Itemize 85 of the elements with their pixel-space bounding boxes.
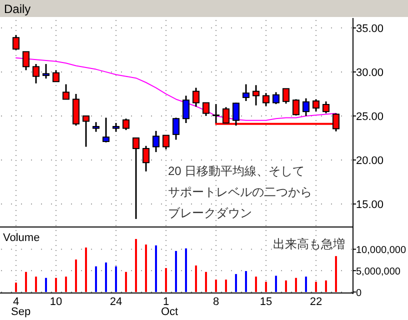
annotation: 出来高も急増 bbox=[273, 237, 345, 251]
candlestick bbox=[212, 103, 220, 124]
bar bbox=[305, 276, 307, 292]
x-tick-label: 15 bbox=[260, 296, 272, 308]
bar bbox=[25, 272, 27, 292]
candlestick bbox=[92, 121, 100, 133]
bar bbox=[45, 278, 47, 292]
chart-title: Volume bbox=[3, 232, 40, 244]
candlestick bbox=[242, 84, 250, 102]
bar bbox=[315, 282, 317, 292]
text: Sep bbox=[11, 306, 31, 318]
candlestick bbox=[182, 94, 190, 124]
candlestick bbox=[232, 102, 240, 126]
candlestick bbox=[202, 102, 210, 117]
candlestick bbox=[152, 130, 160, 153]
bar bbox=[165, 268, 167, 292]
bar bbox=[245, 271, 247, 292]
candlestick bbox=[172, 116, 180, 140]
bar bbox=[55, 278, 57, 292]
annotation: 20 日移動平均線、そして bbox=[168, 164, 305, 178]
x-tick-label: 8 bbox=[212, 296, 220, 308]
bar bbox=[35, 276, 37, 292]
y-tick-label: 30.00 bbox=[356, 66, 384, 79]
bar bbox=[65, 276, 67, 292]
y-tick-label: 35.00 bbox=[356, 22, 384, 35]
bar bbox=[295, 278, 297, 292]
bar bbox=[275, 276, 277, 292]
candlestick bbox=[322, 100, 330, 114]
candlestick bbox=[312, 98, 320, 112]
candlestick bbox=[102, 116, 110, 144]
candlestick bbox=[122, 118, 130, 131]
bar bbox=[75, 260, 77, 292]
bar bbox=[125, 272, 127, 292]
x-tick-label: 24 bbox=[110, 296, 122, 308]
y-tick-label: 20.00 bbox=[356, 154, 384, 167]
chart-title: Daily bbox=[4, 2, 31, 16]
bar bbox=[255, 276, 257, 292]
candlestick bbox=[52, 69, 60, 82]
y-tick-label: 0 bbox=[356, 288, 362, 299]
bar bbox=[115, 266, 117, 292]
candlestick bbox=[282, 88, 290, 104]
bar bbox=[195, 265, 197, 292]
bar bbox=[205, 272, 207, 292]
candlestick bbox=[62, 84, 70, 100]
y-tick-label: 5,000,000 bbox=[356, 266, 401, 278]
candlestick bbox=[142, 145, 150, 172]
bar bbox=[95, 266, 97, 292]
bar bbox=[175, 250, 177, 292]
x-tick-label: 1 bbox=[162, 296, 170, 308]
bar bbox=[105, 262, 107, 292]
y-tick-label: 25.00 bbox=[356, 110, 384, 123]
y-tick-label: 10,000,000 bbox=[356, 245, 406, 256]
bar bbox=[135, 238, 137, 292]
candlestick bbox=[252, 84, 260, 106]
bar bbox=[335, 256, 337, 292]
bar bbox=[285, 280, 287, 292]
bar bbox=[155, 245, 157, 292]
bar bbox=[145, 244, 147, 292]
bar bbox=[185, 248, 187, 292]
candlestick bbox=[262, 92, 270, 108]
candlestick bbox=[302, 98, 310, 117]
candlestick bbox=[162, 134, 170, 150]
text: Oct bbox=[161, 306, 178, 318]
candlestick bbox=[42, 63, 50, 80]
bar bbox=[235, 274, 237, 292]
annotation: ブレークダウン bbox=[168, 206, 252, 220]
annotation: サポートレベルの二つから bbox=[168, 185, 312, 199]
candlestick bbox=[132, 137, 140, 220]
bar bbox=[85, 248, 87, 292]
x-tick-label: 22 bbox=[310, 296, 322, 308]
x-tick-label: 4 bbox=[12, 296, 20, 308]
candlestick bbox=[12, 34, 20, 51]
bar bbox=[215, 280, 217, 292]
candlestick bbox=[32, 63, 40, 84]
candlestick bbox=[292, 98, 300, 116]
bar bbox=[265, 282, 267, 292]
candlestick bbox=[22, 50, 30, 71]
candlestick bbox=[82, 115, 90, 148]
bar bbox=[15, 282, 17, 292]
y-tick-label: 15.00 bbox=[356, 198, 384, 211]
bar bbox=[325, 280, 327, 292]
x-tick-label: 10 bbox=[50, 296, 62, 308]
candlestick bbox=[272, 91, 280, 105]
bar bbox=[225, 280, 227, 292]
candlestick bbox=[192, 87, 200, 108]
